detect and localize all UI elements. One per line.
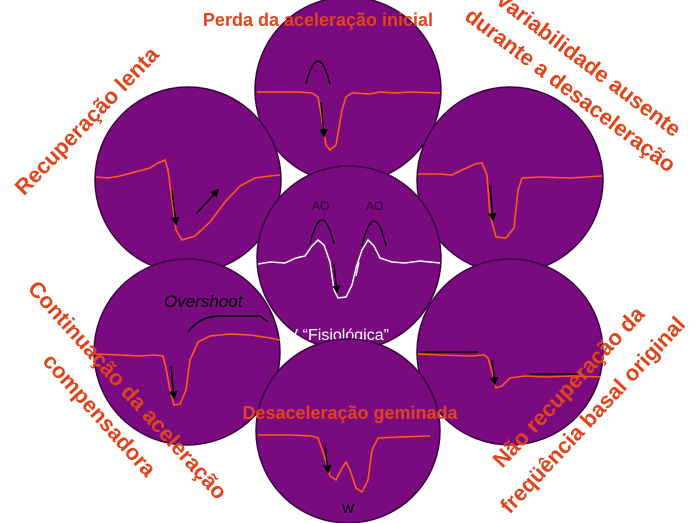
panel-top-bracket — [305, 60, 331, 85]
label-ao-left: AO — [312, 199, 329, 213]
panel-center-arrow — [332, 263, 341, 294]
panel-bottom-left: Overshoot — [93, 258, 281, 446]
panel-center-bracket-left — [309, 219, 335, 245]
panel-top-right-arrow — [488, 184, 497, 222]
panel-bottom-circle — [255, 338, 441, 523]
panel-bottom-left-circle — [93, 258, 281, 446]
panel-bottom-right-trace — [417, 353, 601, 390]
panel-bottom-right — [416, 258, 604, 446]
panel-top-trace — [257, 91, 441, 152]
panel-bottom-arrow — [323, 444, 332, 474]
panel-top-left-trace — [95, 158, 281, 241]
panel-top-left-arrow-down — [171, 189, 180, 226]
label-ao-right: AO — [366, 199, 383, 213]
label-top: Perda da aceleração inicial — [203, 10, 433, 30]
label-overshoot: Overshoot — [164, 292, 244, 311]
panel-top-left-circle — [94, 86, 282, 274]
label-bottom-center: Desaceleração geminada — [242, 403, 458, 423]
panel-center-bracket-right — [361, 220, 387, 247]
label-w: W — [342, 501, 355, 516]
panel-top-left — [94, 86, 282, 274]
panel-bottom-left-trace — [94, 333, 281, 406]
panel-top-right — [416, 86, 604, 274]
panel-top-right-trace — [418, 162, 603, 239]
panel-top-left-arrow-up — [195, 188, 220, 215]
panel-center: AO AO DV “Fisiológica” — [256, 165, 442, 351]
panel-bottom-trace — [258, 434, 431, 494]
panel-bottom-right-arrow — [489, 359, 499, 386]
panel-top-right-circle — [416, 86, 604, 274]
panel-bottom-right-circle — [416, 258, 604, 446]
panel-bottom-left-arrow — [169, 365, 178, 400]
panel-bottom: W — [255, 338, 441, 523]
panel-top-arrow — [319, 101, 328, 138]
panel-center-arrow-up — [355, 261, 360, 277]
panel-bottom-left-overshoot-bracket — [187, 315, 269, 333]
panel-center-circle — [256, 165, 442, 351]
panel-center-trace — [257, 238, 441, 299]
